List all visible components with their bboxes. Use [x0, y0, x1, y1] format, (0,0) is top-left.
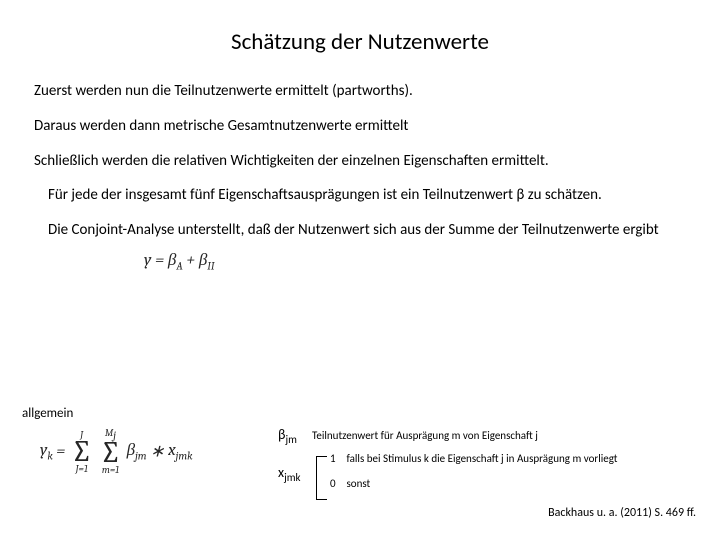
- formula-sum: yk = J ∑ J=1 Mj ∑ m=1 βjm ∗ xjmk: [40, 428, 193, 475]
- citation: Backhaus u. a. (2011) S. 469 ff.: [548, 506, 696, 520]
- fs-plus: +: [183, 251, 199, 270]
- sigma1-sym: ∑: [71, 440, 92, 464]
- lbs: jm: [285, 433, 296, 446]
- case1-num: 1: [330, 452, 344, 465]
- sigma-2: Mj ∑ m=1: [100, 428, 121, 475]
- legend-beta-txt: Teilnutzenwert für Ausprägung m von Eige…: [312, 429, 538, 442]
- legend-beta-sym: βjm: [278, 426, 312, 446]
- sum-mult: ∗: [150, 443, 168, 462]
- sigma2-bot: m=1: [100, 465, 121, 475]
- sum-lhs: yk: [40, 441, 53, 460]
- case1-txt: falls bei Stimulus k die Eigenschaft j i…: [347, 452, 618, 465]
- lxs: jmk: [284, 471, 300, 484]
- sx: x: [168, 441, 176, 460]
- slide-container: { "title": "Schätzung der Nutzenwerte", …: [0, 0, 720, 540]
- slide-title: Schätzung der Nutzenwerte: [34, 28, 686, 56]
- sigma-1: J ∑ J=1: [71, 430, 92, 474]
- paragraph-4: Für jede der insgesamt fünf Eigenschafts…: [48, 186, 686, 205]
- sum-beta: βjm: [127, 441, 147, 460]
- formula-simple: y = βA + βII: [144, 250, 686, 272]
- sigma2-sym: ∑: [100, 441, 121, 465]
- legend-beta-row: βjm Teilnutzenwert für Ausprägung m von …: [278, 426, 538, 446]
- case-0: 0 sonst: [330, 477, 617, 490]
- allgemein-label: allgemein: [22, 406, 73, 421]
- sum-x: xjmk: [168, 441, 192, 460]
- sb: β: [127, 441, 135, 460]
- brace-cases: 1 falls bei Stimulus k die Eigenschaft j…: [330, 452, 617, 502]
- sxs: jmk: [176, 449, 193, 462]
- paragraph-3: Schließlich werden die relativen Wichtig…: [34, 152, 686, 171]
- case-1: 1 falls bei Stimulus k die Eigenschaft j…: [330, 452, 617, 465]
- sum-y-sub: k: [47, 449, 52, 462]
- fs-s2: II: [207, 259, 214, 272]
- sum-eq: =: [56, 442, 69, 461]
- case0-txt: sonst: [347, 477, 371, 490]
- fs-eq: =: [151, 251, 168, 270]
- legend-x-sym: xjmk: [278, 464, 301, 484]
- brace-icon: [316, 456, 327, 500]
- sbs: jm: [135, 450, 146, 463]
- case0-num: 0: [330, 477, 344, 490]
- paragraph-5: Die Conjoint-Analyse unterstellt, daß de…: [48, 221, 686, 240]
- paragraph-2: Daraus werden dann metrische Gesamtnutze…: [34, 117, 686, 136]
- paragraph-1: Zuerst werden nun die Teilnutzenwerte er…: [34, 82, 686, 101]
